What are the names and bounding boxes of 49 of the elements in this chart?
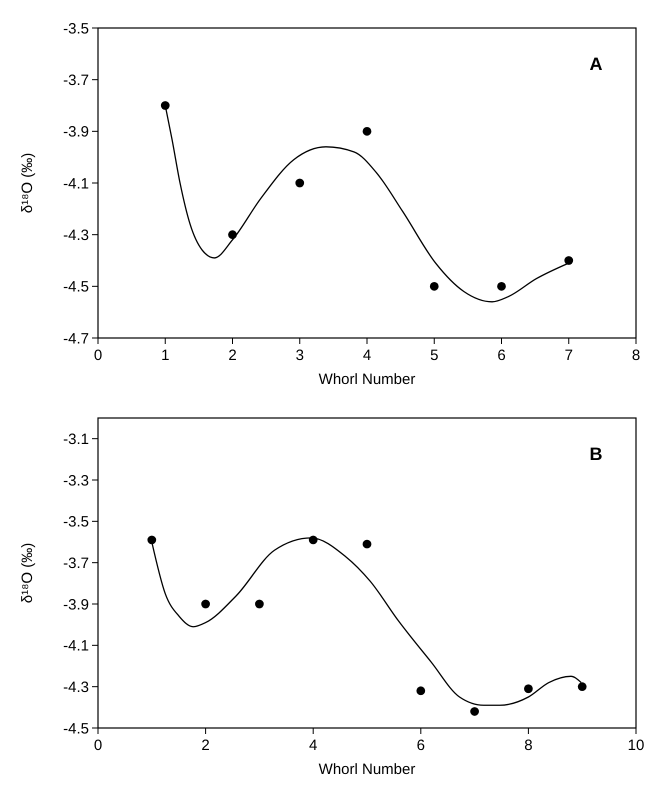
y-tick-label: -3.3 [63,472,89,490]
point [564,256,574,265]
y-tick-label: -4.3 [63,226,89,244]
point [201,600,210,608]
y-tick-label: -4.7 [63,330,89,348]
y-tick-label: -3.5 [63,514,89,531]
x-tick-label: 4 [362,347,372,364]
y-tick-label: -3.7 [63,554,89,572]
y-tick-label: -3.5 [63,20,89,38]
point [147,536,156,544]
x-tick-label: 6 [416,737,425,754]
point [416,686,426,696]
y-tick-label: -4.1 [63,175,89,192]
annotation: B [590,444,602,464]
point [362,126,372,136]
x-tick-label: 0 [94,737,102,754]
x-tick-label: 2 [228,347,237,364]
point [497,282,506,291]
x-axis-title: Whorl Number [318,761,416,778]
x-tick-label: 2 [201,737,210,754]
x-tick-label: 10 [628,737,644,754]
x-tick-label: 3 [296,347,304,364]
y-tick-label: -4.5 [63,278,89,296]
x-tick-label: 0 [94,347,102,364]
point [430,282,439,291]
y-tick-label: -4.1 [63,638,89,655]
x-tick-label: 7 [564,347,573,364]
point [295,178,304,188]
x-tick-label: 8 [524,737,533,754]
x-tick-label: 8 [632,347,640,364]
y-axis-title: δ¹⁸O (‰) [19,152,36,214]
y-tick-label: -3.1 [63,430,89,448]
y-tick-label: -3.9 [63,596,89,614]
y-tick-label: -3.7 [63,72,89,89]
point [524,684,533,694]
y-tick-label: -4.5 [63,720,89,738]
point [578,682,587,692]
point [470,707,479,716]
x-tick-label: 4 [309,737,318,754]
x-axis-title: Whorl Number [318,371,416,388]
x-tick-label: 5 [430,347,438,364]
x-tick-label: 6 [497,347,506,364]
annotation: A [590,54,602,74]
y-tick-label: -3.9 [63,124,89,141]
point [255,600,264,608]
y-axis-title: δ¹⁸O (‰) [19,542,36,604]
y-tick-label: -4.3 [63,678,89,696]
point [362,540,372,548]
x-tick-label: 1 [161,347,170,364]
